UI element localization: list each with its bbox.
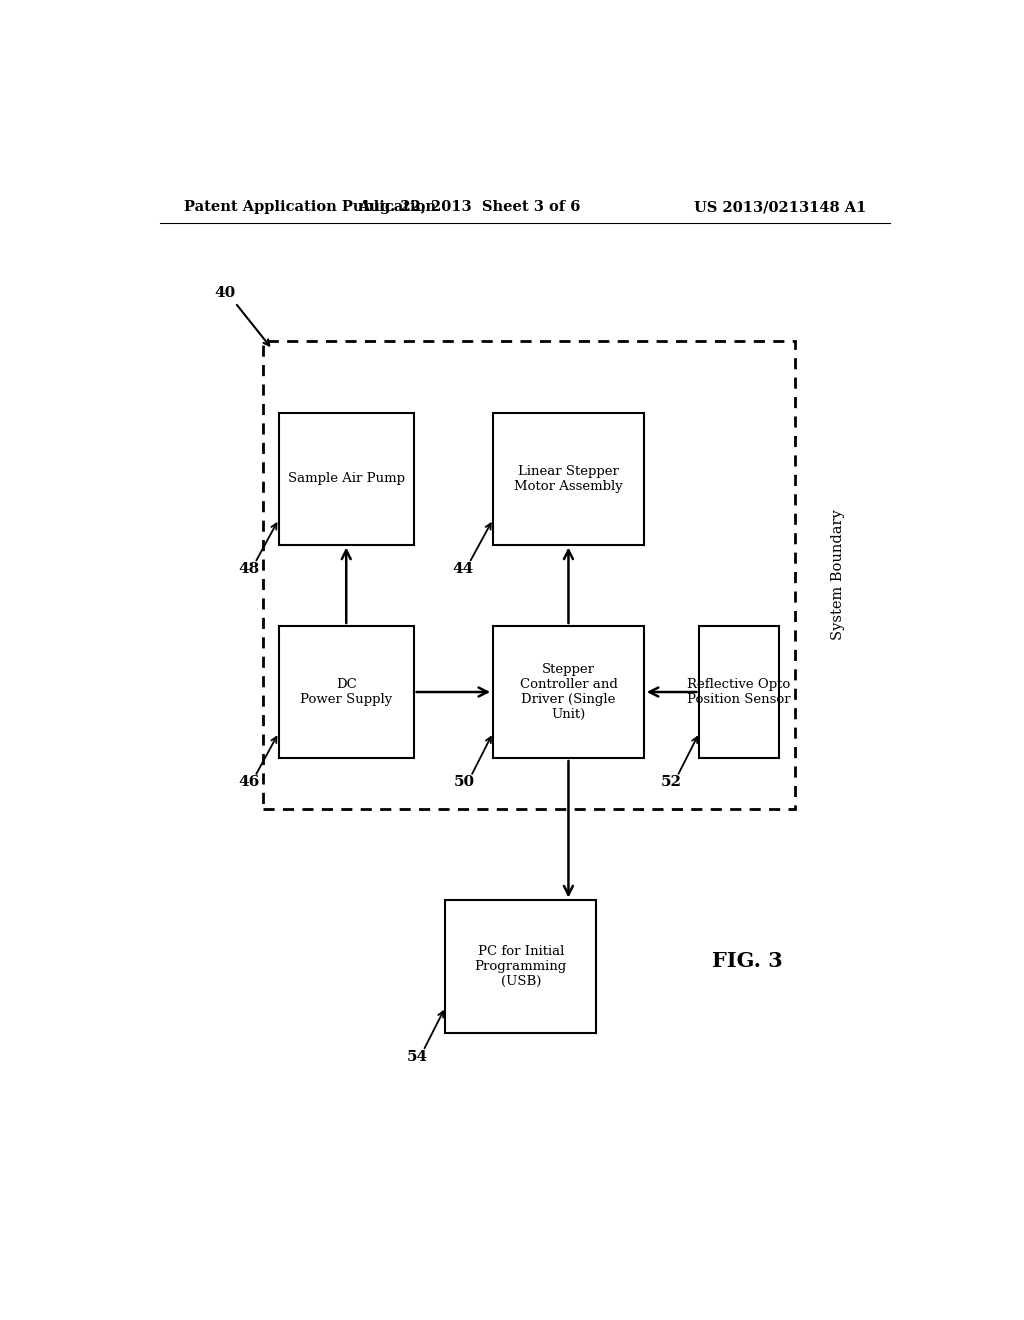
Text: US 2013/0213148 A1: US 2013/0213148 A1 [693, 201, 866, 214]
Bar [494, 626, 644, 758]
Bar [699, 626, 778, 758]
Bar [279, 413, 414, 545]
Text: 54: 54 [407, 1049, 427, 1064]
Text: 50: 50 [454, 775, 475, 789]
Text: System Boundary: System Boundary [831, 510, 845, 640]
Text: FIG. 3: FIG. 3 [712, 952, 782, 972]
Text: 44: 44 [453, 562, 473, 576]
Text: PC for Initial
Programming
(USB): PC for Initial Programming (USB) [475, 945, 567, 987]
Text: 48: 48 [238, 562, 259, 576]
Bar [263, 342, 795, 809]
Text: 46: 46 [238, 775, 259, 789]
Text: Aug. 22, 2013  Sheet 3 of 6: Aug. 22, 2013 Sheet 3 of 6 [358, 201, 581, 214]
Bar [279, 626, 414, 758]
Text: DC
Power Supply: DC Power Supply [300, 678, 392, 706]
Text: Stepper
Controller and
Driver (Single
Unit): Stepper Controller and Driver (Single Un… [519, 663, 617, 721]
Bar [445, 900, 596, 1032]
Text: Linear Stepper
Motor Assembly: Linear Stepper Motor Assembly [514, 465, 623, 492]
Text: Patent Application Publication: Patent Application Publication [183, 201, 435, 214]
Bar [494, 413, 644, 545]
Text: Reflective Opto
Position Sensor: Reflective Opto Position Sensor [687, 678, 791, 706]
Text: 40: 40 [214, 285, 236, 300]
Text: Sample Air Pump: Sample Air Pump [288, 473, 404, 484]
Text: 52: 52 [660, 775, 681, 789]
